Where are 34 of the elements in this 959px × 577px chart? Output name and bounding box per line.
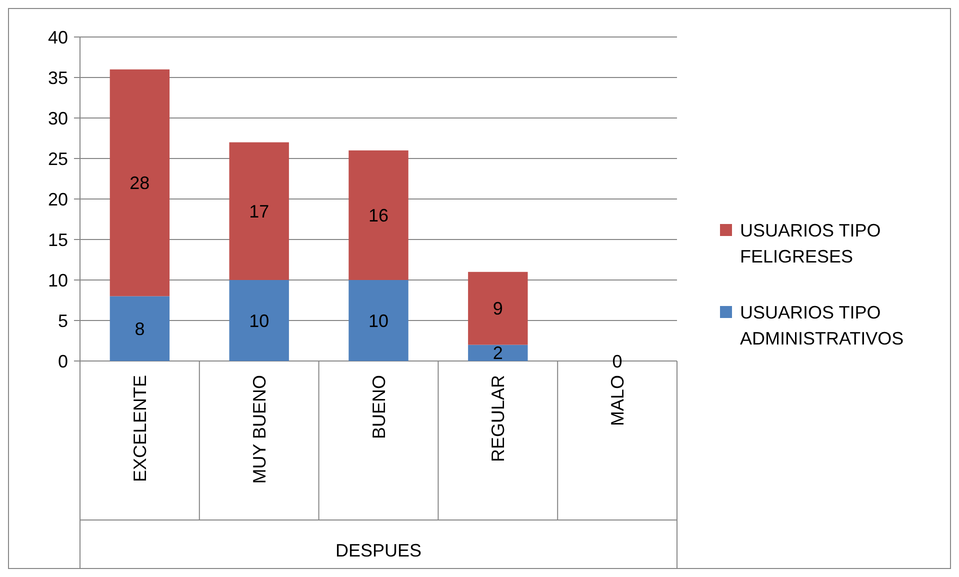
y-tick-label: 40	[48, 27, 68, 48]
data-label: 16	[368, 206, 389, 226]
y-tick-label: 30	[48, 108, 68, 128]
y-tick-label: 5	[58, 310, 68, 331]
bar	[348, 280, 408, 361]
x-tick-label: MALO	[608, 375, 628, 426]
legend-label: USUARIOS TIPO FELIGRESES	[740, 220, 881, 266]
bar	[468, 272, 528, 345]
bar	[348, 150, 408, 280]
x-tick-label: BUENO	[368, 375, 389, 440]
data-label: 17	[249, 201, 270, 222]
data-label: 0	[612, 351, 622, 372]
y-tick-label: 35	[48, 68, 68, 88]
data-label: 28	[130, 173, 150, 194]
bar	[110, 296, 170, 361]
data-label: 10	[249, 310, 270, 331]
y-tick-label: 20	[48, 189, 68, 210]
legend-label: USUARIOS TIPO ADMINISTRATIVOS	[740, 302, 904, 348]
x-axis-title: DESPUES	[335, 540, 422, 560]
bar	[229, 142, 289, 280]
bar	[229, 280, 289, 361]
data-label: 2	[492, 343, 503, 364]
y-tick-label: 15	[48, 230, 68, 250]
data-label: 9	[492, 298, 503, 319]
x-tick-label: EXCELENTE	[130, 375, 150, 482]
bar	[110, 69, 170, 296]
y-tick-label: 10	[48, 270, 68, 290]
data-label: 10	[368, 310, 389, 331]
y-tick-label: 0	[58, 351, 68, 372]
bar	[468, 344, 528, 361]
x-tick-label: REGULAR	[488, 375, 508, 462]
x-tick-label: MUY BUENO	[249, 375, 270, 484]
y-tick-label: 25	[48, 148, 68, 169]
data-label: 8	[134, 318, 145, 339]
